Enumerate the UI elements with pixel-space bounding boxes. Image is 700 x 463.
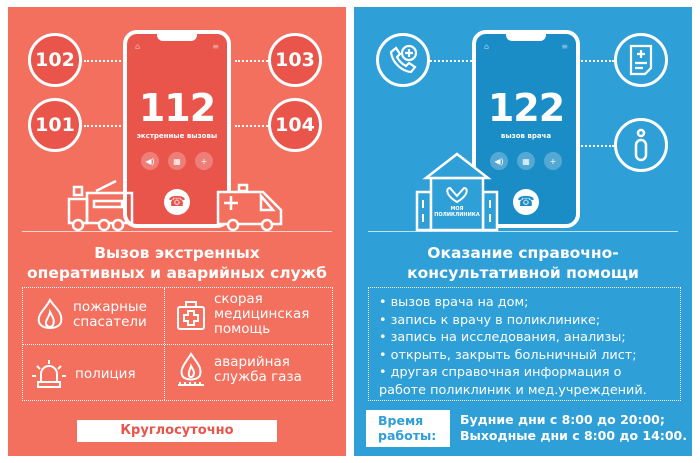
divider <box>368 231 678 232</box>
service-label: пожарные <box>73 299 147 315</box>
menu-icon: ≡ <box>212 42 219 51</box>
hours-weekdays: Будние дни с 8:00 до 20:00; <box>460 412 665 427</box>
hang-up-icon: ☎ <box>513 189 539 215</box>
divider <box>23 344 332 345</box>
phone-notch <box>157 30 197 41</box>
service-label: скорая <box>214 291 263 307</box>
working-hours: Будние дни с 8:00 до 20:00; Выходные дни … <box>460 412 687 444</box>
info-icon <box>614 118 668 172</box>
service-police: полиция <box>31 358 136 390</box>
clinic-building-icon <box>415 152 499 232</box>
home-icon: ⌂ <box>484 42 490 51</box>
phone-number: 112 <box>138 86 216 130</box>
ambulance-icon <box>216 183 283 232</box>
connector <box>430 60 476 62</box>
keypad-icon: ▦ <box>517 152 535 170</box>
connector <box>84 60 129 62</box>
clinic-logo-text: МОЯ ПОЛИКЛИНИКА <box>434 206 480 218</box>
list-item: вызов врача на дом; <box>379 294 670 312</box>
phone-caption: вызов врача <box>500 132 552 140</box>
service-label: помощь <box>214 321 271 337</box>
siren-icon <box>32 360 66 388</box>
services-list-box: вызов врача на дом; запись к врачу в пол… <box>368 287 681 401</box>
gas-flame-icon <box>178 352 204 386</box>
list-item: запись к врачу в поликлинике; <box>379 312 670 330</box>
hours-label: Время работы: <box>366 410 450 447</box>
section-title: Оказание справочно-консультативной помощ… <box>354 243 692 283</box>
plus-icon: + <box>544 152 562 170</box>
fire-truck-icon <box>67 179 134 232</box>
number-circle-104: 104 <box>268 98 322 152</box>
service-label: спасатели <box>73 314 147 330</box>
title-line: оперативных и аварийных служб <box>26 264 327 282</box>
medical-document-icon <box>614 33 668 87</box>
hours-label-line: работы: <box>378 428 437 443</box>
title-line: консультативной помощи <box>407 264 639 282</box>
hang-up-icon: ☎ <box>164 189 190 215</box>
speaker-icon: ◀) <box>490 152 508 170</box>
list-item: другая справочная информация о работе по… <box>379 364 670 399</box>
service-ambulance: скорая медицинская помощь <box>176 292 309 337</box>
connector <box>235 125 280 127</box>
fire-icon <box>37 298 63 329</box>
phone-number: 122 <box>487 86 565 130</box>
hours-weekends: Выходные дни с 8:00 до 14:00. <box>460 428 687 443</box>
section-title: Вызов экстренных оперативных и аварийных … <box>8 243 346 283</box>
clinic-panel: ⌂ ≡ 122 вызов врача ◀) ▦ + ☎ МОЯ ПОЛИКЛИНИ… <box>354 7 692 456</box>
list-item: открыть, закрыть больничный лист; <box>379 347 670 365</box>
schedule-badge: Круглосуточно <box>77 420 277 442</box>
emergency-panel: 102 101 103 104 ⌂ ≡ 112 экстренные вызов… <box>8 7 346 456</box>
service-gas: аварийная служба газа <box>176 352 302 388</box>
keypad-icon: ▦ <box>168 152 186 170</box>
title-line: Оказание справочно- <box>427 244 619 262</box>
home-icon: ⌂ <box>135 42 141 51</box>
service-label: служба газа <box>214 369 302 385</box>
phone-caption: экстренные вызовы <box>136 132 218 140</box>
connector <box>578 60 614 62</box>
service-fire: пожарные спасатели <box>35 298 147 332</box>
title-line: Вызов экстренных <box>94 244 260 262</box>
phone-notch <box>506 30 546 41</box>
connector <box>578 145 614 147</box>
service-label: медицинская <box>214 306 310 322</box>
plus-icon: + <box>195 152 213 170</box>
phone-112: ⌂ ≡ 112 экстренные вызовы ◀) ▦ + ☎ <box>123 30 231 228</box>
divider <box>22 231 332 232</box>
connector <box>84 125 129 127</box>
phone-plus-icon <box>376 33 430 87</box>
number-circle-103: 103 <box>268 33 322 87</box>
connector <box>235 60 280 62</box>
services-grid: пожарные спасатели скорая медицинская помощ… <box>22 287 333 401</box>
service-label: аварийная <box>214 354 290 370</box>
services-list: вызов врача на дом; запись к врачу в пол… <box>369 288 680 405</box>
number-circle-101: 101 <box>28 98 82 152</box>
first-aid-kit-icon <box>177 300 205 330</box>
list-item: запись на исследования, анализы; <box>379 329 670 347</box>
number-circle-102: 102 <box>28 33 82 87</box>
menu-icon: ≡ <box>561 42 568 51</box>
service-label: полиция <box>75 365 136 382</box>
hours-label-line: Время <box>378 413 424 428</box>
speaker-icon: ◀) <box>141 152 159 170</box>
